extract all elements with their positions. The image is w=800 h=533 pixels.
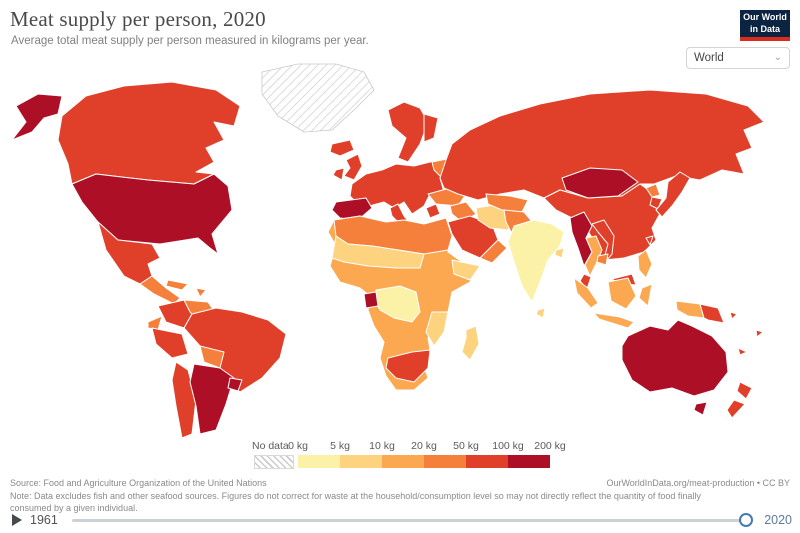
entity-dropdown-value: World <box>694 52 724 64</box>
region-norway-sweden[interactable] <box>387 101 429 163</box>
region-yemen-oman[interactable] <box>479 239 508 264</box>
legend-tick-100: 100 kg <box>492 440 524 452</box>
country-ireland[interactable] <box>332 167 345 181</box>
country-peru[interactable] <box>151 327 189 359</box>
island-solomon[interactable] <box>729 311 738 320</box>
legend-no-data-label: No data <box>252 440 289 452</box>
country-sri-lanka[interactable] <box>535 307 546 319</box>
region-central-america[interactable] <box>139 275 181 305</box>
country-taiwan[interactable] <box>645 235 654 246</box>
country-cuba[interactable] <box>165 279 189 291</box>
legend-tick-50: 50 kg <box>453 440 479 452</box>
legend-bin-50-100[interactable] <box>466 455 508 468</box>
legend-bin-0-5[interactable] <box>298 455 340 468</box>
world-map <box>11 63 765 439</box>
source-text: Source: Food and Agriculture Organizatio… <box>10 478 267 488</box>
country-mexico[interactable] <box>97 221 161 285</box>
legend-bin-5-10[interactable] <box>340 455 382 468</box>
island-sulawesi[interactable] <box>638 283 653 307</box>
country-iceland[interactable] <box>329 139 355 157</box>
owid-logo-line2: in Data <box>749 23 780 34</box>
country-finland[interactable] <box>423 113 439 143</box>
timeline-start-year: 1961 <box>30 513 58 527</box>
owid-link[interactable]: OurWorldInData.org/meat-production • CC … <box>606 478 790 488</box>
region-horn-of-africa[interactable] <box>451 259 481 281</box>
country-papua-new-guinea[interactable] <box>699 303 725 324</box>
country-united-kingdom[interactable] <box>343 153 363 181</box>
country-australia[interactable] <box>621 319 729 397</box>
timeline-track[interactable] <box>71 513 754 527</box>
map-legend: No data 0 kg 5 kg 10 kg 20 kg 50 kg 100 … <box>252 440 566 472</box>
page-title: Meat supply per person, 2020 <box>10 7 266 31</box>
country-alaska[interactable] <box>11 93 63 141</box>
country-canada[interactable] <box>57 81 241 185</box>
legend-bin-10-20[interactable] <box>382 455 424 468</box>
country-india[interactable] <box>507 219 565 303</box>
country-greece[interactable] <box>425 203 441 219</box>
country-ecuador[interactable] <box>147 315 163 331</box>
region-tanzania-mozambique[interactable] <box>425 311 449 347</box>
legend-bin-100-200[interactable] <box>508 455 550 468</box>
island-new-caledonia[interactable] <box>737 347 748 356</box>
legend-tick-20: 20 kg <box>411 440 437 452</box>
country-cambodia[interactable] <box>596 253 609 266</box>
legend-tick-10: 10 kg <box>369 440 395 452</box>
country-hispaniola[interactable] <box>195 287 207 298</box>
country-bangladesh[interactable] <box>554 247 565 259</box>
legend-color-bins <box>298 455 550 468</box>
country-new-zealand-south[interactable] <box>726 399 746 419</box>
island-tasmania[interactable] <box>693 401 708 416</box>
country-greenland[interactable] <box>261 63 375 133</box>
chart-subtitle: Average total meat supply per person mea… <box>11 35 369 47</box>
chevron-down-icon: ⌄ <box>773 52 782 63</box>
country-mongolia[interactable] <box>561 167 639 199</box>
island-borneo[interactable] <box>607 277 637 310</box>
timeline-handle[interactable] <box>739 513 754 527</box>
timeline: 1961 2020 <box>12 509 792 531</box>
legend-no-data-swatch[interactable] <box>254 455 294 469</box>
island-java[interactable] <box>593 312 635 329</box>
legend-tick-5: 5 kg <box>330 440 350 452</box>
country-philippines[interactable] <box>637 249 653 279</box>
country-gabon[interactable] <box>363 291 379 309</box>
legend-tick-0: 0 kg <box>288 440 308 452</box>
country-madagascar[interactable] <box>461 325 480 361</box>
play-icon[interactable] <box>12 514 22 526</box>
entity-dropdown[interactable]: World ⌄ <box>686 47 790 69</box>
island-sumatra[interactable] <box>573 277 599 309</box>
country-south-africa[interactable] <box>385 349 431 383</box>
legend-tick-200: 200 kg <box>534 440 566 452</box>
country-argentina[interactable] <box>189 363 235 435</box>
owid-logo-line1: Our World <box>743 12 787 23</box>
country-north-korea[interactable] <box>645 183 661 198</box>
legend-bin-20-50[interactable] <box>424 455 466 468</box>
chart-footer: Source: Food and Agriculture Organizatio… <box>10 477 790 514</box>
owid-logo[interactable]: Our World in Data <box>740 10 790 41</box>
country-russia[interactable] <box>439 89 765 201</box>
island-fiji[interactable] <box>755 329 764 338</box>
country-uruguay[interactable] <box>227 377 243 392</box>
country-japan[interactable] <box>655 171 691 218</box>
country-spain[interactable] <box>331 197 373 221</box>
country-united-states[interactable] <box>71 173 233 255</box>
timeline-end-year: 2020 <box>764 513 792 527</box>
country-new-zealand-north[interactable] <box>736 381 753 400</box>
country-thailand[interactable] <box>584 235 603 277</box>
region-west-papua[interactable] <box>675 300 705 319</box>
region-sahel[interactable] <box>331 235 425 269</box>
note-text: Note: Data excludes fish and other seafo… <box>10 491 701 514</box>
